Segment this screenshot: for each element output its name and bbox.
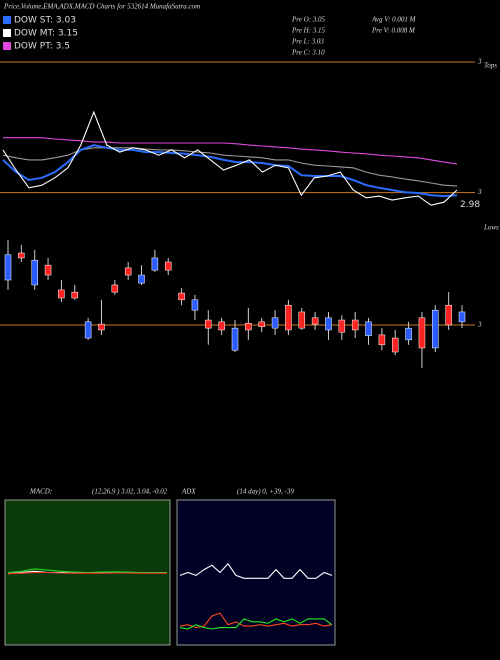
candle-body bbox=[58, 289, 65, 299]
reference-label: 3 bbox=[477, 58, 482, 66]
candle-body bbox=[245, 322, 252, 331]
candle-body bbox=[218, 321, 225, 331]
candle-body bbox=[418, 317, 426, 349]
candle-body bbox=[405, 327, 412, 341]
candle-body bbox=[178, 292, 185, 301]
note: Lows bbox=[483, 224, 499, 232]
candle-body bbox=[111, 284, 119, 293]
legend-swatch bbox=[3, 16, 11, 24]
legend-label: DOW MT: 3.15 bbox=[14, 29, 78, 39]
candle-body bbox=[325, 317, 332, 331]
candle-body bbox=[31, 259, 38, 286]
legend-swatch bbox=[3, 29, 11, 37]
candle-body bbox=[44, 264, 52, 276]
candle-body bbox=[298, 311, 306, 329]
chart-subtitle: (12,26,9 ) 3.02, 3.04, -0.02 bbox=[92, 488, 168, 496]
candle-body bbox=[231, 327, 239, 351]
legend-swatch bbox=[3, 42, 11, 50]
candle-body bbox=[258, 321, 265, 328]
candle-body bbox=[151, 257, 159, 271]
candle-body bbox=[164, 261, 172, 271]
series-line bbox=[2, 147, 458, 187]
candle-body bbox=[311, 317, 319, 325]
candle-body bbox=[98, 323, 105, 331]
series-line bbox=[7, 571, 167, 575]
series-line bbox=[2, 110, 458, 206]
candle-body bbox=[191, 299, 199, 311]
candle-body bbox=[378, 334, 386, 346]
candle-body bbox=[205, 319, 212, 329]
info-text: Pre O: 3.05 bbox=[291, 16, 325, 24]
chart-subtitle: (14 day) 0, +39, -39 bbox=[237, 488, 294, 496]
chart-title: MACD: bbox=[29, 488, 52, 496]
candle-body bbox=[432, 309, 439, 349]
info-text: Pre V: 0.008 M bbox=[371, 27, 416, 35]
legend-label: DOW PT: 3.5 bbox=[14, 42, 70, 52]
info-text: Avg V: 0.001 M bbox=[371, 16, 417, 24]
legend-label: DOW ST: 3.03 bbox=[14, 16, 76, 26]
candle-body bbox=[71, 291, 79, 299]
series-line bbox=[7, 568, 167, 574]
candle-body bbox=[18, 252, 25, 259]
chart-title: Price,Volume,EMA,ADX,MACD Charts for 532… bbox=[3, 3, 200, 11]
candle-body bbox=[285, 304, 292, 331]
info-text: Pre L: 3.03 bbox=[291, 38, 324, 46]
candle-body bbox=[271, 317, 279, 329]
reference-label: 3 bbox=[477, 188, 482, 196]
info-text: Pre C: 3.10 bbox=[291, 49, 325, 57]
candle-body bbox=[138, 274, 145, 284]
series-line bbox=[179, 618, 333, 630]
series-line bbox=[2, 144, 458, 198]
series-line bbox=[179, 612, 333, 629]
candle-body bbox=[458, 311, 466, 323]
panel-background bbox=[176, 499, 336, 646]
candle-body bbox=[365, 321, 372, 337]
series-line bbox=[3, 137, 458, 165]
candle-body bbox=[84, 321, 92, 339]
candle-body bbox=[445, 304, 452, 326]
candle-body bbox=[351, 319, 359, 331]
series-line bbox=[179, 562, 333, 579]
candle-body bbox=[391, 337, 399, 353]
info-text: Pre H: 3.15 bbox=[291, 27, 325, 35]
last-value-label: 2.98 bbox=[460, 200, 480, 210]
chart-title: ADX bbox=[181, 488, 196, 496]
candle-body bbox=[338, 319, 346, 333]
candle-body bbox=[4, 254, 12, 281]
note: Tops bbox=[484, 62, 497, 70]
reference-label: 3 bbox=[477, 321, 482, 329]
candle-body bbox=[124, 267, 132, 276]
